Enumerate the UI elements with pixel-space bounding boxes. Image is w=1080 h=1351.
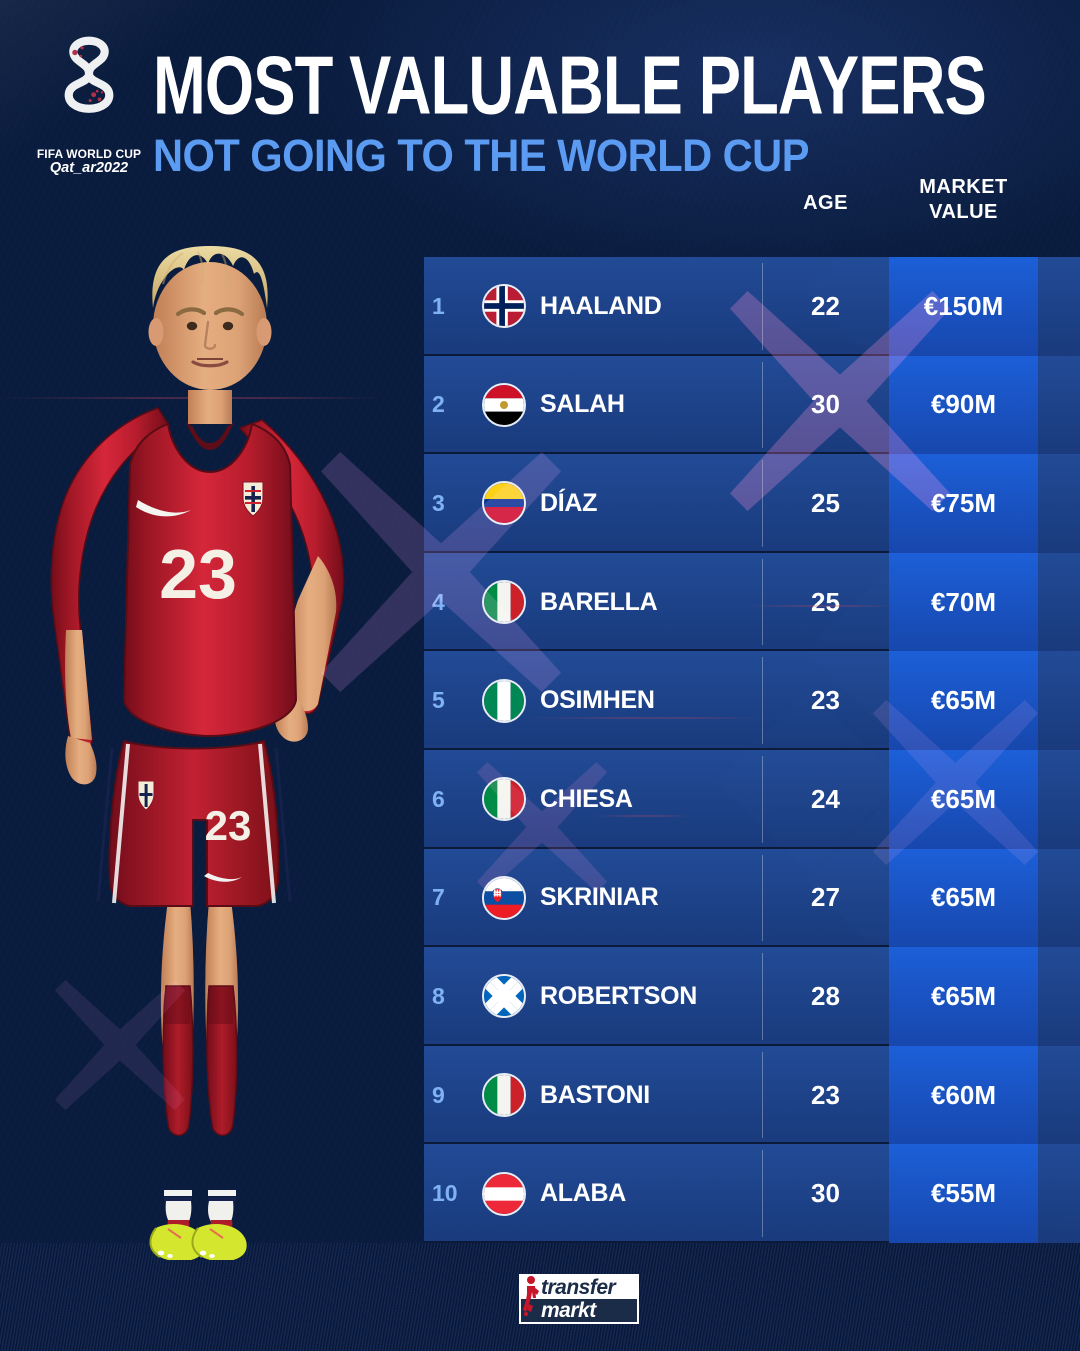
svg-text:23: 23 xyxy=(159,535,237,613)
svg-text:23: 23 xyxy=(205,802,252,849)
